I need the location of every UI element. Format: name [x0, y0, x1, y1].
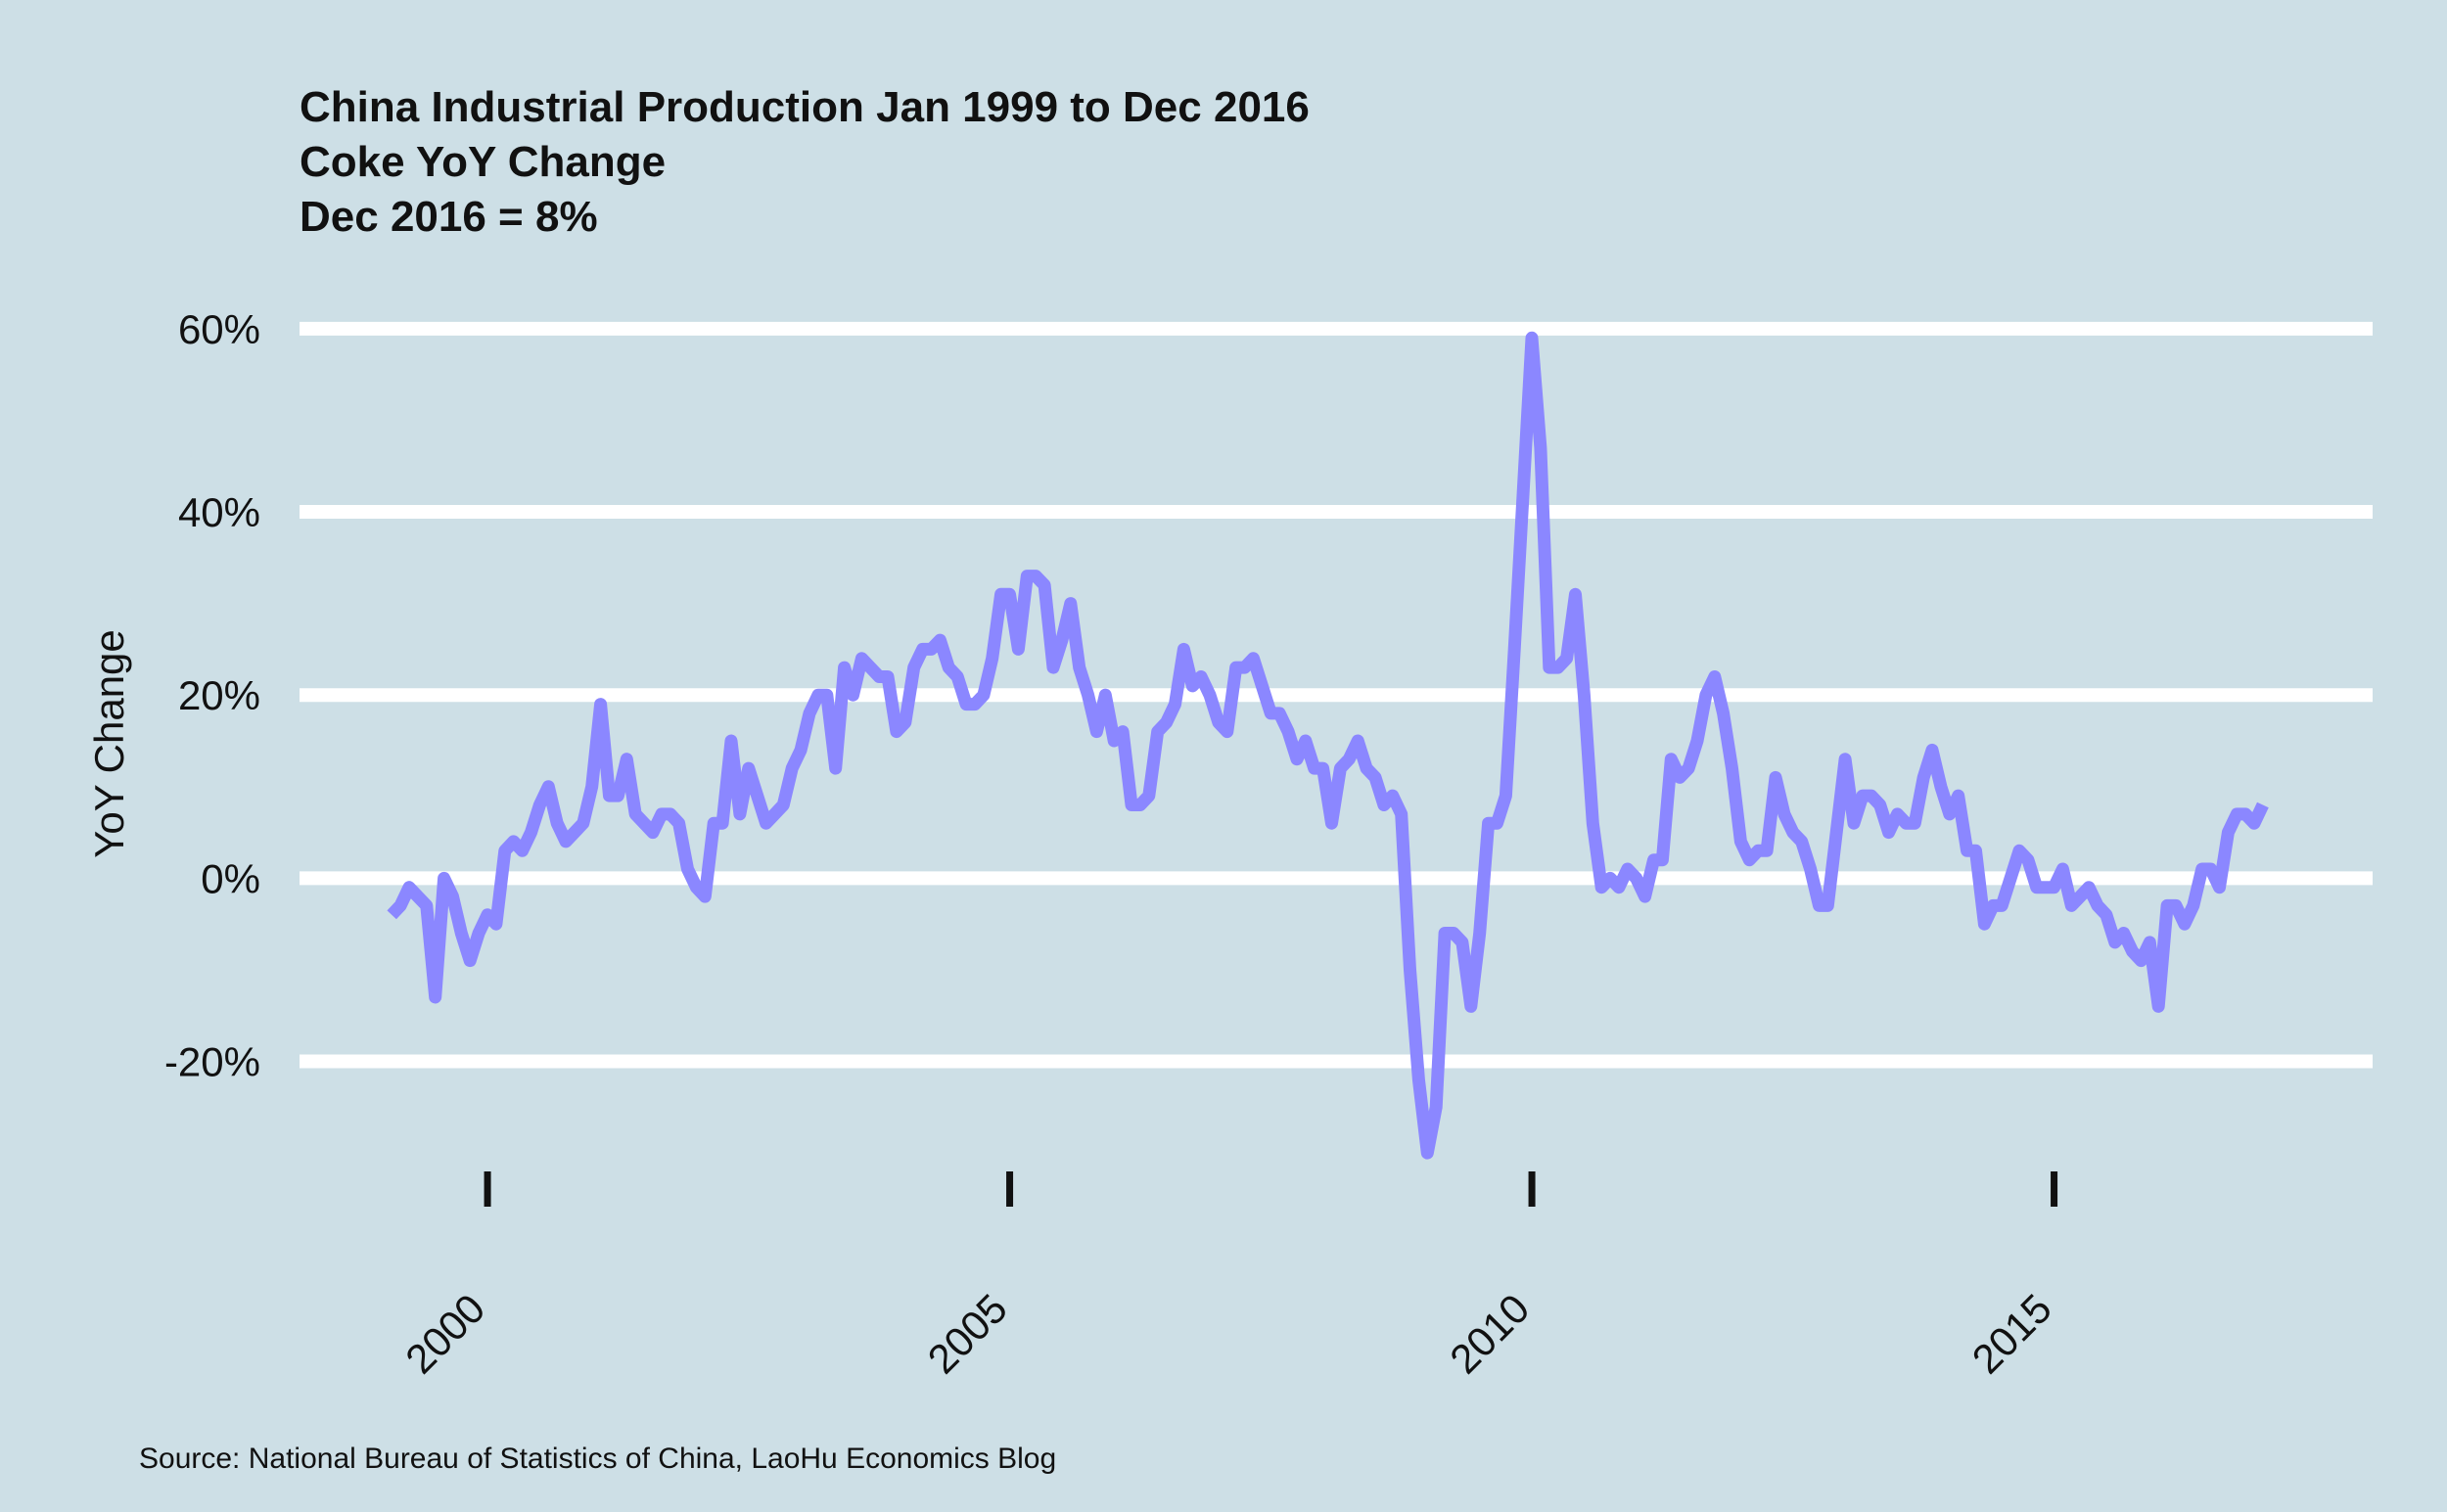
- y-tick-label: 0%: [201, 855, 260, 901]
- chart-title-block: China Industrial Production Jan 1999 to …: [300, 80, 1310, 245]
- series-layer: [387, 331, 2269, 1160]
- chart-latest-value: Dec 2016 = 8%: [300, 193, 598, 241]
- chart-subtitle: Coke YoY Change: [300, 138, 667, 186]
- grid-lines: [300, 321, 2373, 1069]
- x-tick-label: 2015: [1963, 1285, 2060, 1382]
- x-axis-ticks: 2000 2005 2010 2015: [396, 1171, 2060, 1382]
- y-axis-ticks: -20% 0% 20% 40% 60%: [164, 306, 260, 1085]
- y-tick-label: -20%: [164, 1039, 260, 1085]
- source-note: Source: National Bureau of Statistics of…: [139, 1443, 1057, 1475]
- x-tick-label: 2000: [396, 1285, 493, 1382]
- series-line: [387, 331, 2269, 1160]
- y-tick-label: 20%: [178, 672, 260, 718]
- x-tick-label: 2010: [1441, 1285, 1538, 1382]
- y-tick-label: 60%: [178, 306, 260, 352]
- x-tick-label: 2005: [919, 1285, 1016, 1382]
- y-tick-label: 40%: [178, 489, 260, 535]
- chart-title: China Industrial Production Jan 1999 to …: [300, 83, 1310, 131]
